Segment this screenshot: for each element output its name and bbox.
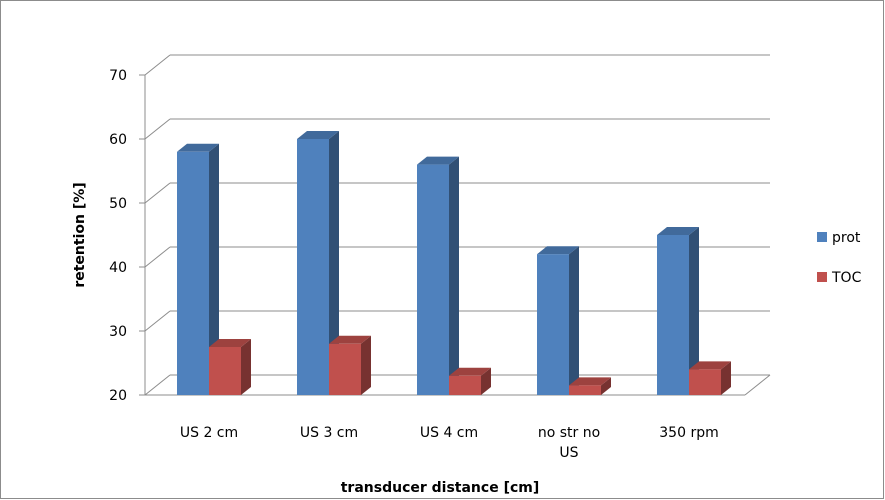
y-tick-label: 70 xyxy=(109,68,127,84)
bar-top-TOC xyxy=(449,367,491,376)
gridline-depth xyxy=(144,310,171,332)
bar-top-TOC xyxy=(689,361,731,370)
gridline-depth xyxy=(144,246,171,268)
bar-side-prot xyxy=(209,143,219,395)
x-tick-label: US xyxy=(559,445,578,461)
bar-TOC xyxy=(449,375,481,395)
bar-top-TOC xyxy=(329,335,371,344)
gridline-depth xyxy=(144,118,171,140)
bar-side-TOC xyxy=(721,361,731,395)
y-axis-title: retention [%] xyxy=(72,182,88,287)
bar-prot xyxy=(297,139,329,395)
y-tick-label: 40 xyxy=(109,260,127,276)
bar-top-prot xyxy=(297,131,339,139)
x-tick-label: 350 rpm xyxy=(659,425,718,441)
bar-side-TOC xyxy=(361,335,371,395)
legend-swatch-prot xyxy=(817,232,827,242)
bar-top-TOC xyxy=(209,339,251,347)
bar-TOC xyxy=(569,385,601,395)
bar-top-prot xyxy=(417,156,459,165)
x-tick-label: no str no xyxy=(538,425,600,441)
bar-top-prot xyxy=(177,143,219,152)
bar-TOC xyxy=(689,369,721,395)
x-tick-label: US 4 cm xyxy=(420,425,478,441)
bar-side-prot xyxy=(329,131,339,395)
x-axis-title: transducer distance [cm] xyxy=(341,480,540,496)
bar-TOC xyxy=(209,347,241,395)
gridline-depth xyxy=(144,182,171,204)
legend-swatch-TOC xyxy=(817,272,827,282)
bar-side-TOC xyxy=(481,367,491,395)
gridline-depth xyxy=(144,54,171,76)
bar-prot xyxy=(417,164,449,395)
legend-label-TOC: TOC xyxy=(831,270,862,286)
floor-side-edge xyxy=(744,374,771,396)
bar-side-prot xyxy=(449,156,459,395)
legend-label-prot: prot xyxy=(832,230,861,246)
bar-prot xyxy=(657,235,689,395)
bar-TOC xyxy=(329,343,361,395)
x-tick-label: US 2 cm xyxy=(180,425,238,441)
y-tick-label: 60 xyxy=(109,132,127,148)
x-tick-label: US 3 cm xyxy=(300,425,358,441)
y-tick-label: 50 xyxy=(109,196,127,212)
y-tick-label: 30 xyxy=(109,324,127,340)
bar-prot xyxy=(177,151,209,395)
bar-side-prot xyxy=(689,227,699,395)
bar-side-prot xyxy=(569,246,579,395)
bar-side-TOC xyxy=(601,377,611,395)
y-tick-label: 20 xyxy=(109,388,127,404)
bar-top-prot xyxy=(537,246,579,255)
bar-prot xyxy=(537,254,569,395)
bar-top-prot xyxy=(657,227,699,235)
bar-top-TOC xyxy=(569,377,611,386)
gridline-depth xyxy=(144,374,171,396)
bar-side-TOC xyxy=(241,339,251,395)
